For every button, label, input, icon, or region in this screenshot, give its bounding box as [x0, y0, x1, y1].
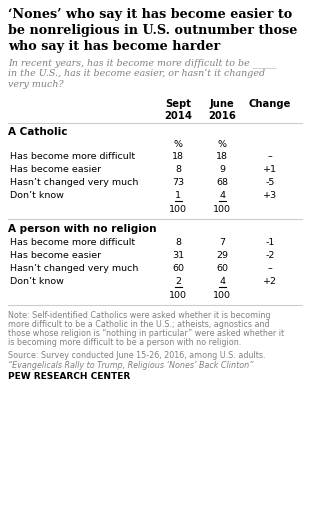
Text: 18: 18 — [216, 152, 228, 161]
Text: 60: 60 — [172, 264, 184, 273]
Text: Don’t know: Don’t know — [10, 191, 64, 200]
Text: Source: Survey conducted June 15-26, 2016, among U.S. adults.: Source: Survey conducted June 15-26, 201… — [8, 351, 265, 360]
Text: ‘Nones’ who say it has become easier to: ‘Nones’ who say it has become easier to — [8, 8, 292, 21]
Text: -1: -1 — [265, 238, 275, 247]
Text: 100: 100 — [213, 291, 231, 300]
Text: 7: 7 — [219, 238, 225, 247]
Text: 1: 1 — [175, 191, 181, 200]
Text: A person with no religion: A person with no religion — [8, 224, 156, 234]
Text: %: % — [218, 140, 226, 149]
Text: -5: -5 — [265, 178, 275, 187]
Text: +1: +1 — [263, 165, 277, 174]
Text: Sept
2014: Sept 2014 — [164, 99, 192, 120]
Text: PEW RESEARCH CENTER: PEW RESEARCH CENTER — [8, 372, 130, 381]
Text: “Evangelicals Rally to Trump, Religious ‘Nones’ Back Clinton”: “Evangelicals Rally to Trump, Religious … — [8, 361, 253, 370]
Text: 100: 100 — [169, 205, 187, 214]
Text: 31: 31 — [172, 251, 184, 260]
Text: +2: +2 — [263, 277, 277, 286]
Text: Note: Self-identified Catholics were asked whether it is becoming: Note: Self-identified Catholics were ask… — [8, 311, 270, 320]
Text: Hasn’t changed very much: Hasn’t changed very much — [10, 178, 138, 187]
Text: 29: 29 — [216, 251, 228, 260]
Text: %: % — [173, 140, 183, 149]
Text: be nonreligious in U.S. outnumber those: be nonreligious in U.S. outnumber those — [8, 24, 297, 37]
Text: those whose religion is “nothing in particular” were asked whether it: those whose religion is “nothing in part… — [8, 329, 284, 338]
Text: 100: 100 — [169, 291, 187, 300]
Text: 4: 4 — [219, 277, 225, 286]
Text: 8: 8 — [175, 165, 181, 174]
Text: Has become more difficult: Has become more difficult — [10, 152, 135, 161]
Text: very much?: very much? — [8, 80, 64, 89]
Text: June
2016: June 2016 — [208, 99, 236, 120]
Text: Don’t know: Don’t know — [10, 277, 64, 286]
Text: 4: 4 — [219, 191, 225, 200]
Text: 100: 100 — [213, 205, 231, 214]
Text: in the U.S., has it become easier, or hasn’t it changed: in the U.S., has it become easier, or ha… — [8, 69, 265, 78]
Text: Change: Change — [249, 99, 291, 109]
Text: Has become easier: Has become easier — [10, 165, 101, 174]
Text: Hasn’t changed very much: Hasn’t changed very much — [10, 264, 138, 273]
Text: Has become easier: Has become easier — [10, 251, 101, 260]
Text: -2: -2 — [265, 251, 275, 260]
Text: –: – — [268, 264, 272, 273]
Text: In recent years, has it become more difficult to be _____: In recent years, has it become more diff… — [8, 58, 277, 68]
Text: –: – — [268, 152, 272, 161]
Text: Has become more difficult: Has become more difficult — [10, 238, 135, 247]
Text: 8: 8 — [175, 238, 181, 247]
Text: 9: 9 — [219, 165, 225, 174]
Text: is becoming more difficult to be a person with no religion.: is becoming more difficult to be a perso… — [8, 338, 241, 347]
Text: +3: +3 — [263, 191, 277, 200]
Text: 60: 60 — [216, 264, 228, 273]
Text: 73: 73 — [172, 178, 184, 187]
Text: 2: 2 — [175, 277, 181, 286]
Text: more difficult to be a Catholic in the U.S.; atheists, agnostics and: more difficult to be a Catholic in the U… — [8, 320, 270, 329]
Text: who say it has become harder: who say it has become harder — [8, 40, 220, 53]
Text: A Catholic: A Catholic — [8, 127, 67, 137]
Text: 18: 18 — [172, 152, 184, 161]
Text: 68: 68 — [216, 178, 228, 187]
